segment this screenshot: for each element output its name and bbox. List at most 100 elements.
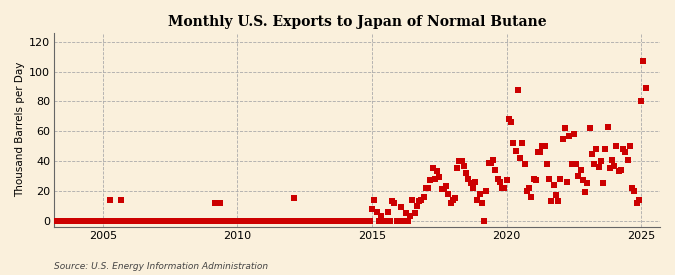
Point — [382, 210, 393, 214]
Point — [584, 126, 595, 130]
Point — [620, 150, 631, 154]
Point — [607, 157, 618, 162]
Point — [138, 218, 148, 223]
Point — [221, 218, 232, 223]
Point — [582, 181, 593, 186]
Point — [394, 218, 404, 223]
Point — [629, 189, 640, 193]
Point — [196, 218, 207, 223]
Point — [66, 218, 77, 223]
Point — [167, 218, 178, 223]
Point — [322, 218, 333, 223]
Point — [198, 218, 209, 223]
Point — [227, 218, 238, 223]
Point — [409, 211, 420, 215]
Point — [367, 207, 377, 211]
Point — [51, 218, 61, 223]
Point — [485, 160, 496, 165]
Point — [156, 218, 167, 223]
Point — [140, 218, 151, 223]
Point — [526, 195, 537, 199]
Point — [573, 174, 584, 178]
Point — [461, 171, 472, 175]
Point — [331, 218, 342, 223]
Point — [609, 163, 620, 168]
Point — [402, 218, 413, 223]
Text: Source: U.S. Energy Information Administration: Source: U.S. Energy Information Administ… — [54, 262, 268, 271]
Point — [75, 218, 86, 223]
Point — [560, 126, 570, 130]
Point — [310, 218, 321, 223]
Point — [234, 218, 245, 223]
Point — [78, 218, 88, 223]
Point — [217, 218, 227, 223]
Point — [418, 195, 429, 199]
Point — [223, 218, 234, 223]
Point — [109, 218, 119, 223]
Point — [611, 144, 622, 148]
Point — [504, 117, 514, 122]
Point — [207, 218, 218, 223]
Point — [362, 218, 373, 223]
Point — [248, 218, 259, 223]
Point — [214, 200, 225, 205]
Point — [452, 166, 462, 171]
Point — [454, 159, 465, 163]
Point — [535, 150, 545, 154]
Title: Monthly U.S. Exports to Japan of Normal Butane: Monthly U.S. Exports to Japan of Normal … — [168, 15, 547, 29]
Point — [261, 218, 272, 223]
Point — [627, 186, 638, 190]
Point — [173, 218, 184, 223]
Point — [163, 218, 173, 223]
Point — [210, 200, 221, 205]
Point — [506, 120, 516, 125]
Point — [465, 181, 476, 186]
Point — [463, 177, 474, 181]
Point — [458, 163, 469, 168]
Point — [346, 218, 357, 223]
Point — [144, 218, 155, 223]
Point — [385, 218, 396, 223]
Point — [432, 169, 443, 174]
Point — [190, 218, 200, 223]
Point — [319, 218, 330, 223]
Point — [636, 99, 647, 104]
Point — [268, 218, 279, 223]
Point — [340, 218, 350, 223]
Point — [55, 218, 65, 223]
Point — [634, 197, 645, 202]
Point — [514, 156, 525, 160]
Point — [521, 189, 532, 193]
Point — [378, 218, 389, 223]
Point — [304, 218, 315, 223]
Point — [546, 199, 557, 204]
Point — [147, 218, 158, 223]
Point — [405, 214, 416, 218]
Point — [59, 218, 70, 223]
Point — [483, 160, 494, 165]
Point — [438, 187, 449, 192]
Point — [281, 218, 292, 223]
Point — [250, 218, 261, 223]
Point — [353, 218, 364, 223]
Point — [544, 177, 555, 181]
Point — [131, 218, 142, 223]
Point — [107, 218, 117, 223]
Point — [497, 186, 508, 190]
Point — [84, 218, 95, 223]
Point — [241, 218, 252, 223]
Point — [600, 147, 611, 151]
Point — [380, 218, 391, 223]
Point — [203, 218, 214, 223]
Point — [517, 141, 528, 145]
Point — [510, 148, 521, 153]
Point — [589, 162, 599, 166]
Point — [169, 218, 180, 223]
Point — [591, 147, 601, 151]
Point — [313, 218, 323, 223]
Point — [477, 200, 487, 205]
Point — [142, 218, 153, 223]
Point — [531, 178, 541, 183]
Point — [127, 218, 138, 223]
Point — [456, 159, 467, 163]
